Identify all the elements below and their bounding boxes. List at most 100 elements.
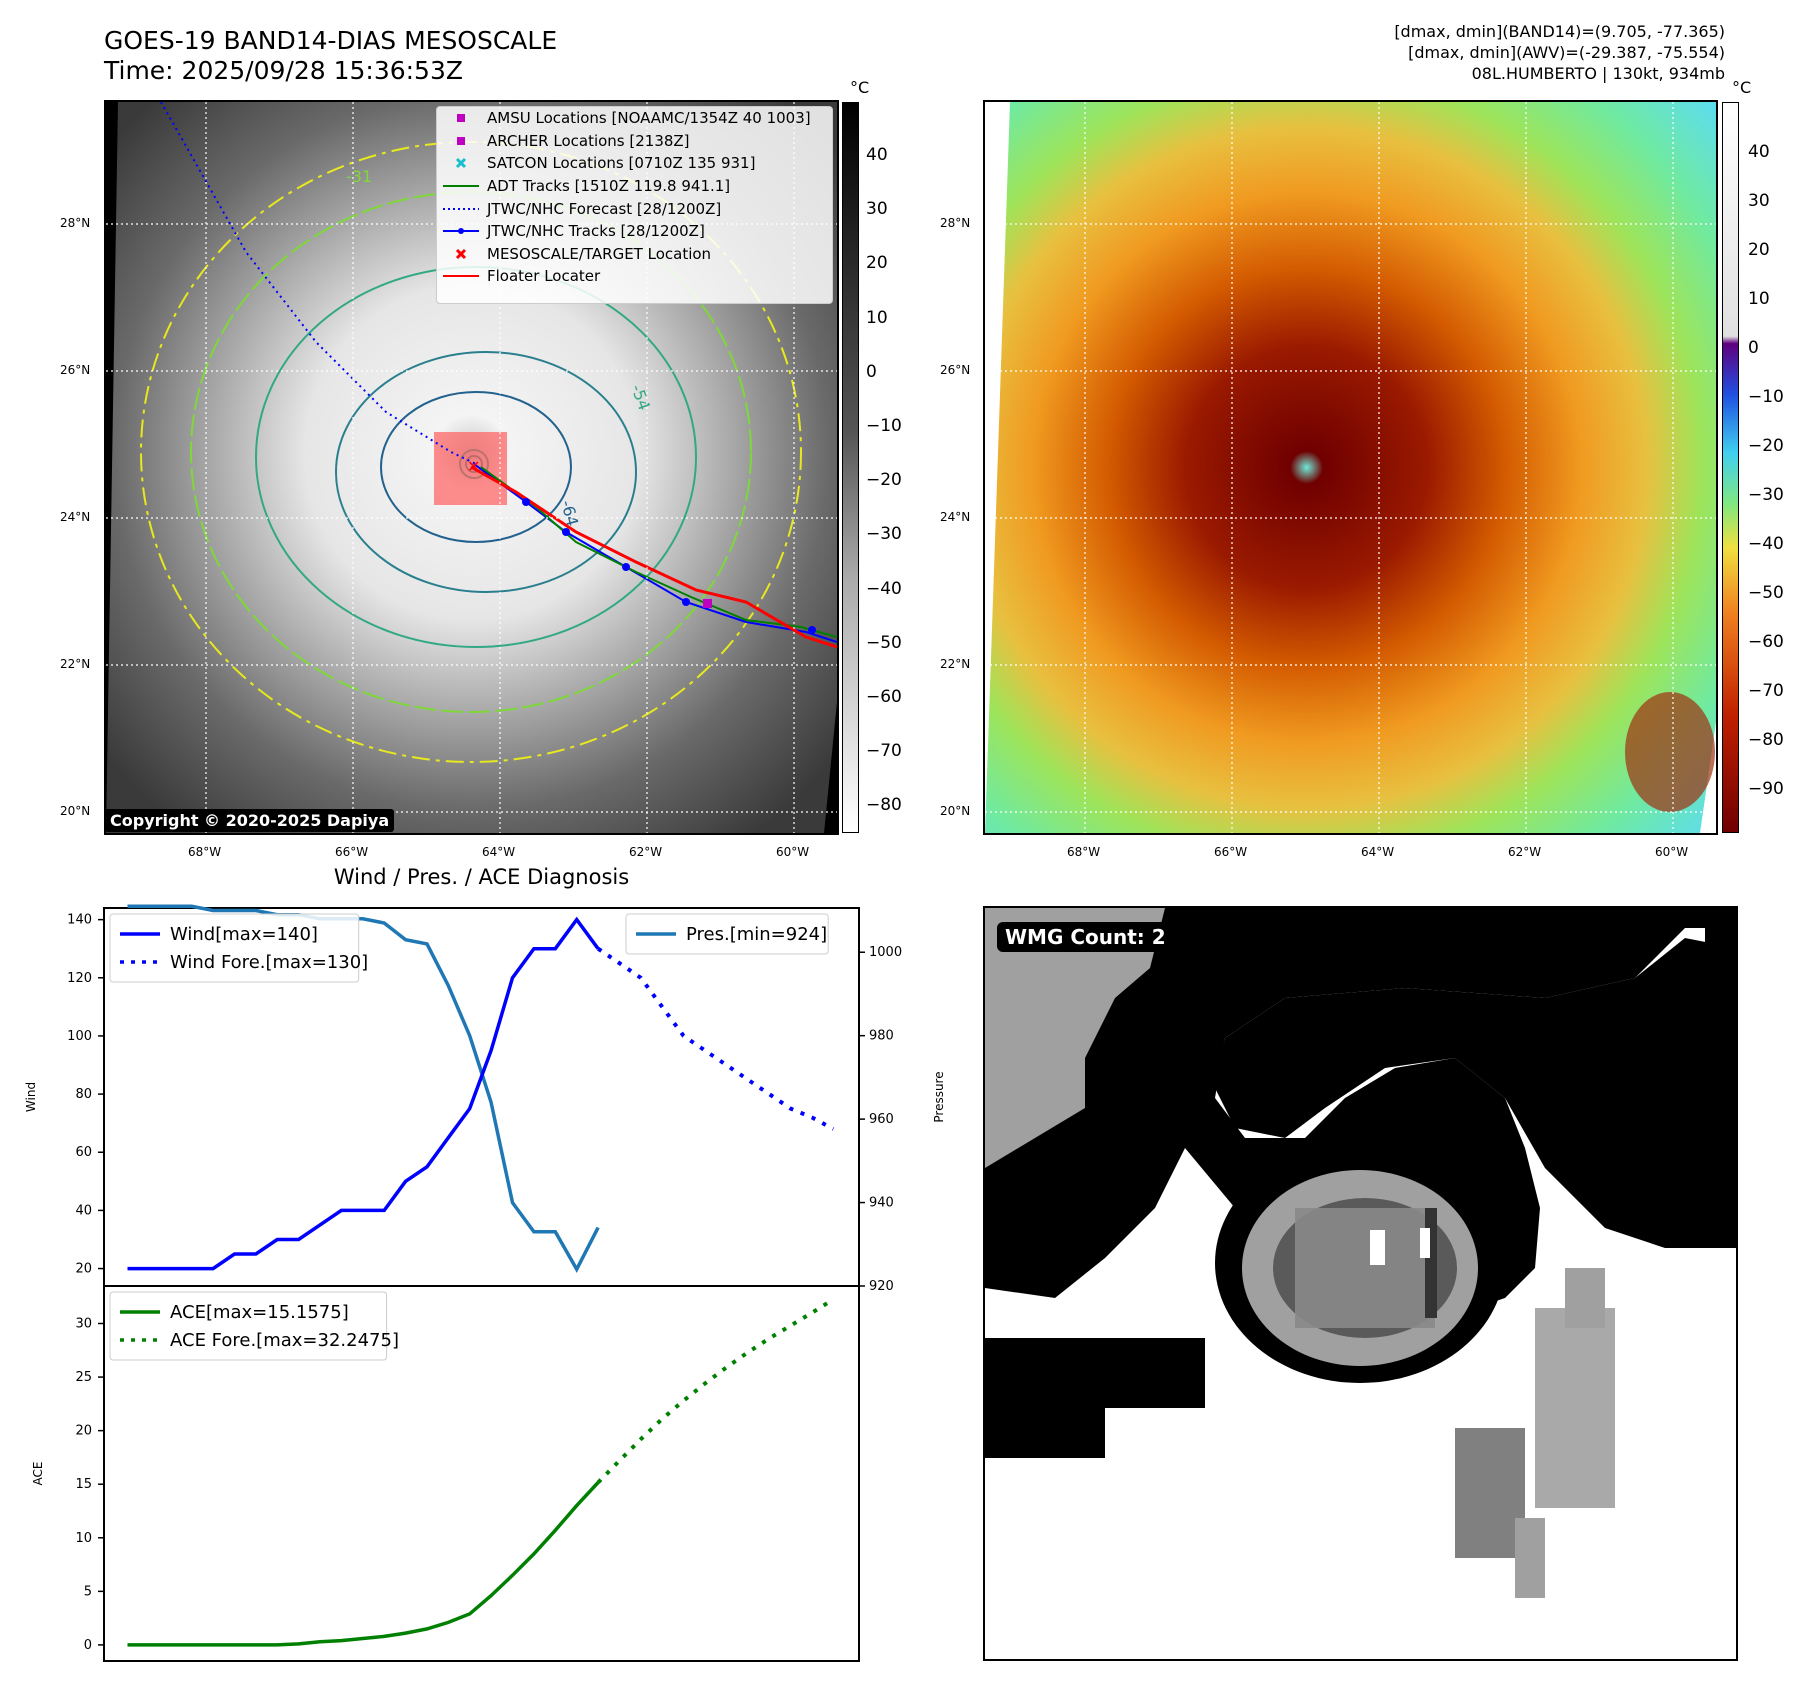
wv-colorbar-tick: 20 — [1748, 240, 1770, 260]
legend-item: SATCON Locations [0710Z 135 931] — [437, 152, 832, 175]
dmax-band14: [dmax, dmin](BAND14)=(9.705, -77.365) — [1394, 22, 1725, 41]
ir-colorbar-tick: 10 — [866, 307, 888, 328]
legend-item: Floater Locater — [437, 265, 832, 288]
storm-info: 08L.HUMBERTO | 130kt, 934mb — [1471, 64, 1725, 83]
wv-map-panel — [983, 100, 1718, 835]
y-tick-label: 10 — [75, 1531, 92, 1546]
legend-marker-icon — [443, 156, 479, 170]
wv-colorbar-tick: −40 — [1748, 534, 1784, 554]
target-marker: ✕ — [467, 457, 480, 476]
y-right-tick-label: 980 — [869, 1029, 894, 1044]
y-tick-label: 80 — [75, 1087, 92, 1102]
wmg-panel: WMG Count: 2 — [983, 906, 1738, 1661]
y-tick-label: 140 — [67, 913, 92, 928]
legend-label: SATCON Locations [0710Z 135 931] — [487, 154, 756, 173]
wmg-count-badge: WMG Count: 2 — [997, 922, 1174, 952]
legend-label: Pres.[min=924] — [686, 924, 827, 945]
ir-lon-label: 68°W — [188, 845, 222, 859]
ir-lon-label: 60°W — [776, 845, 810, 859]
diagnosis-title: Wind / Pres. / ACE Diagnosis — [333, 865, 630, 889]
wv-colorbar-unit: °C — [1732, 78, 1752, 97]
series-line — [127, 904, 600, 1273]
y-right-tick-label: 960 — [869, 1112, 894, 1127]
y-tick-label: 30 — [75, 1317, 92, 1332]
legend-label: ACE Fore.[max=32.2475] — [170, 1330, 399, 1351]
legend-label: AMSU Locations [NOAAMC/1354Z 40 1003] — [487, 109, 811, 128]
wv-lat-label: 22°N — [940, 657, 971, 671]
ir-lon-label: 64°W — [482, 845, 516, 859]
wv-colorbar-tick: −90 — [1748, 779, 1784, 799]
y-tick-label: 5 — [84, 1584, 92, 1599]
ir-colorbar-tick: 0 — [866, 361, 877, 382]
wv-colorbar-tick: −50 — [1748, 583, 1784, 603]
y-tick-label: 100 — [67, 1029, 92, 1044]
ir-colorbar-tick: 40 — [866, 145, 888, 165]
legend-item: ADT Tracks [1510Z 119.8 941.1] — [437, 175, 832, 198]
legend-item: JTWC/NHC Forecast [28/1200Z] — [437, 197, 832, 220]
legend-label: Wind[max=140] — [170, 924, 318, 945]
legend-marker-icon — [443, 112, 479, 124]
y-tick-label: 40 — [75, 1203, 92, 1218]
wv-colorbar-tick: 40 — [1748, 142, 1770, 162]
wv-colorbar-tick: 10 — [1748, 289, 1770, 309]
legend-marker-icon — [443, 247, 479, 261]
wv-lat-label: 24°N — [940, 510, 971, 524]
y-tick-label: 15 — [75, 1477, 92, 1492]
ir-colorbar-tick: −40 — [866, 578, 902, 599]
wv-gridlines — [985, 102, 1716, 833]
wv-lat-label: 28°N — [940, 216, 971, 230]
legend-marker-icon — [443, 135, 479, 147]
wv-lon-label: 66°W — [1214, 845, 1248, 859]
wind-axis-label: Wind — [24, 1082, 38, 1112]
series-line — [596, 1297, 835, 1484]
ir-colorbar-tick: −60 — [866, 687, 902, 707]
wv-colorbar — [1722, 102, 1739, 833]
legend-marker-icon — [443, 206, 479, 212]
ir-lat-label: 26°N — [60, 363, 91, 377]
series-line — [127, 1481, 600, 1647]
y-tick-label: 120 — [67, 971, 92, 986]
ir-colorbar-tick: −30 — [866, 524, 902, 545]
y-right-tick-label: 920 — [869, 1279, 894, 1294]
contour-label: -31 — [346, 167, 372, 186]
wv-colorbar-tick: −60 — [1748, 632, 1784, 652]
ir-colorbar-tick: 30 — [866, 199, 888, 220]
ir-colorbar-tick: 20 — [866, 253, 888, 274]
diagnosis-chart: 20 40 60 80 100 120 140 920 940 960 980 1000 0 5 10 15 2… — [24, 904, 946, 1662]
ir-lat-label: 20°N — [60, 804, 91, 818]
ir-lon-label: 66°W — [335, 845, 369, 859]
ir-colorbar — [842, 102, 859, 833]
y-tick-label: 25 — [75, 1370, 92, 1385]
wv-colorbar-tick: −20 — [1748, 436, 1784, 456]
ir-map-panel: -64 -31 -54 ✕ AMSU Locations [NOAAMC/135… — [104, 100, 839, 835]
ir-lon-label: 62°W — [629, 845, 663, 859]
ir-colorbar-tick: −70 — [866, 741, 902, 762]
legend-label: MESOSCALE/TARGET Location — [487, 244, 712, 263]
legend-marker-icon — [443, 183, 479, 189]
wv-satellite-image — [985, 102, 1716, 833]
wv-lat-label: 20°N — [940, 804, 971, 818]
ir-colorbar-tick: −80 — [866, 795, 902, 816]
legend-label: Wind Fore.[max=130] — [170, 952, 368, 973]
amsu-marker — [703, 599, 712, 608]
ir-legend: AMSU Locations [NOAAMC/1354Z 40 1003] ARC… — [436, 106, 833, 304]
ir-colorbar-tick: −10 — [866, 416, 902, 436]
ace-axes-frame — [103, 1285, 860, 1662]
ir-colorbar-tick: −50 — [866, 632, 902, 653]
wv-colorbar-tick: 30 — [1748, 191, 1770, 211]
legend-label: ACE[max=15.1575] — [170, 1302, 349, 1323]
y-tick-label: 20 — [75, 1262, 92, 1277]
wmg-image — [985, 908, 1736, 1598]
legend-box — [109, 913, 360, 983]
legend-label: JTWC/NHC Forecast [28/1200Z] — [487, 199, 722, 218]
copyright-label: Copyright © 2020-2025 Dapiya — [106, 809, 395, 832]
y-tick-label: 60 — [75, 1145, 92, 1160]
ir-colorbar-unit: °C — [850, 78, 870, 97]
wv-colorbar-tick: −70 — [1748, 681, 1784, 701]
ir-lat-label: 28°N — [60, 216, 91, 230]
legend-item: MESOSCALE/TARGET Location — [437, 243, 832, 266]
adt-track — [480, 466, 837, 638]
y-right-tick-label: 1000 — [869, 945, 902, 960]
mesoscale-target-box — [434, 432, 507, 505]
legend-item: ARCHER Locations [2138Z] — [437, 130, 832, 153]
